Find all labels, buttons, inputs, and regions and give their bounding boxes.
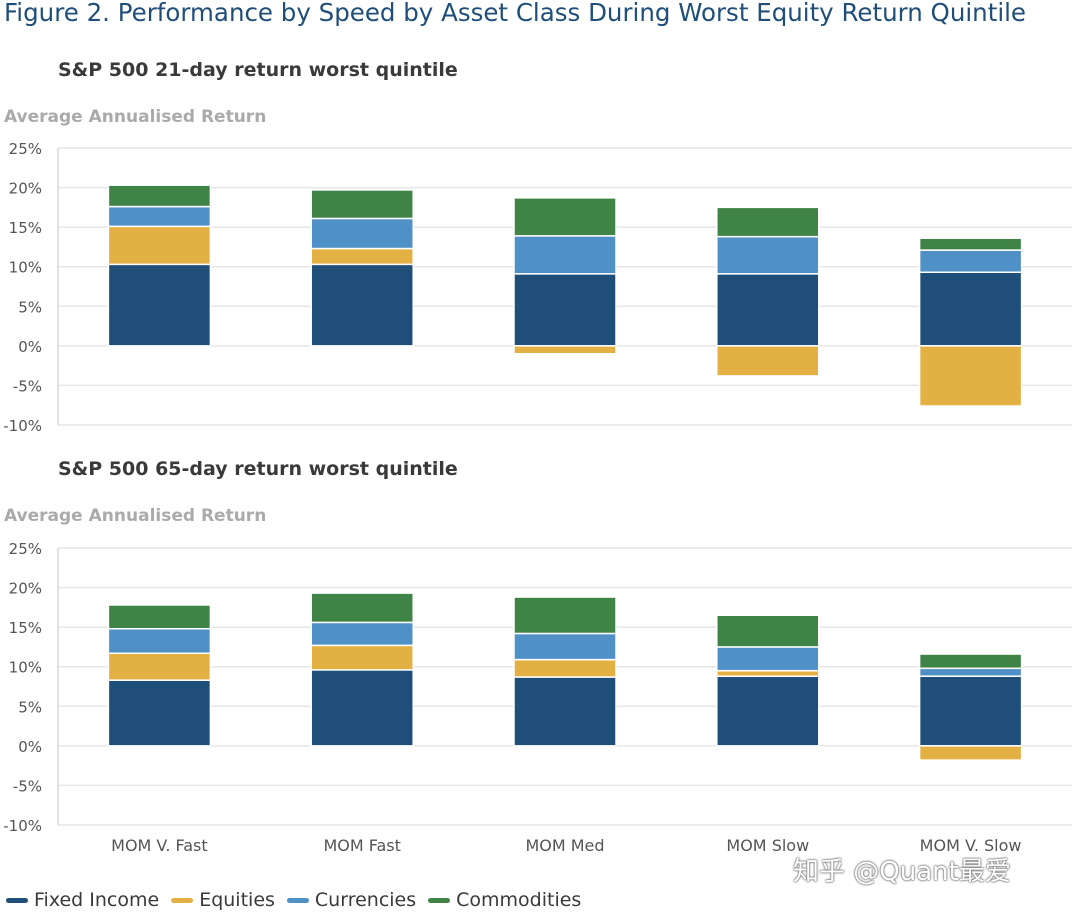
bar-equities-mom-v-slow: [918, 345, 1023, 407]
bar-commodities-mom-med: [513, 197, 617, 237]
bar-commodities-mom-v-slow: [918, 237, 1023, 251]
bar-currencies-mom-v-fast: [107, 205, 212, 228]
chart1-title: S&P 500 21-day return worst quintile: [58, 59, 458, 81]
y-tick-label: 20%: [9, 580, 42, 598]
x-tick-label: MOM V. Slow: [920, 836, 1022, 855]
bar-equities-mom-med: [513, 658, 617, 678]
figure-title: Figure 2. Performance by Speed by Asset …: [4, 0, 1027, 27]
bar-fixed-income-mom-v-slow: [918, 675, 1023, 747]
bar-currencies-mom-v-slow: [918, 249, 1023, 274]
watermark: 知乎 @Quant最爱: [793, 857, 1011, 887]
bar-equities-mom-fast: [310, 644, 414, 671]
bar-equities-mom-med: [513, 345, 617, 355]
bar-currencies-mom-v-fast: [107, 627, 212, 655]
y-tick-label: 25%: [9, 540, 42, 558]
y-tick-label: 0%: [18, 338, 42, 356]
y-tick-label: 5%: [18, 298, 42, 316]
y-tick-label: 20%: [9, 180, 42, 198]
bar-fixed-income-mom-v-fast: [107, 679, 212, 747]
y-tick-label: -5%: [13, 777, 42, 795]
y-tick-label: 25%: [9, 140, 42, 158]
bar-equities-mom-v-slow: [918, 745, 1023, 761]
bar-commodities-mom-slow: [716, 206, 820, 238]
legend: Fixed Income Equities Currencies Commodi…: [6, 886, 581, 914]
y-tick-label: 15%: [9, 619, 42, 637]
y-tick-label: -10%: [3, 417, 42, 435]
legend-label-currencies: Currencies: [314, 889, 417, 911]
bar-currencies-mom-v-slow: [918, 667, 1023, 677]
y-tick-label: 5%: [18, 698, 42, 716]
x-tick-label: MOM Fast: [323, 836, 400, 855]
y-tick-label: -5%: [13, 377, 42, 395]
legend-swatch-equities: [171, 897, 194, 903]
bar-fixed-income-mom-med: [513, 273, 617, 347]
x-tick-label: MOM Med: [525, 836, 604, 855]
bar-currencies-mom-slow: [716, 646, 820, 672]
y-tick-label: 0%: [18, 738, 42, 756]
bar-fixed-income-mom-med: [513, 676, 617, 747]
bar-currencies-mom-fast: [310, 621, 414, 647]
bar-commodities-mom-fast: [310, 189, 414, 220]
y-tick-label: 10%: [9, 259, 42, 277]
chart2-y-axis-label: Average Annualised Return: [4, 506, 267, 526]
bar-currencies-mom-slow: [716, 235, 820, 275]
legend-label-commodities: Commodities: [456, 889, 582, 911]
x-tick-label: MOM Slow: [726, 836, 809, 855]
legend-item-commodities: Commodities: [428, 889, 581, 911]
bar-commodities-mom-slow: [716, 614, 820, 648]
bar-fixed-income-mom-v-slow: [918, 271, 1023, 347]
bar-commodities-mom-v-slow: [918, 653, 1023, 670]
legend-item-equities: Equities: [171, 889, 275, 911]
bar-commodities-mom-v-fast: [107, 184, 212, 208]
bar-equities-mom-slow: [716, 669, 820, 677]
bar-currencies-mom-fast: [310, 217, 414, 250]
bar-currencies-mom-med: [513, 235, 617, 275]
chart2-plot: 25% 20% 15% 10% 5% 0% -5% -10% MOM V. Fast MOM Fa…: [3, 540, 1072, 855]
y-tick-label: -10%: [3, 817, 42, 835]
chart1-plot: 25% 20% 15% 10% 5% 0% -5% -10%: [3, 140, 1072, 435]
bar-fixed-income-mom-fast: [310, 669, 414, 747]
x-tick-label: MOM V. Fast: [111, 836, 208, 855]
y-tick-label: 15%: [9, 219, 42, 237]
legend-swatch-fixed-income: [6, 897, 28, 903]
y-tick-label: 10%: [9, 659, 42, 677]
legend-swatch-commodities: [428, 897, 451, 903]
chart2-title: S&P 500 65-day return worst quintile: [58, 458, 458, 480]
bar-currencies-mom-med: [513, 632, 617, 661]
bar-fixed-income-mom-slow: [716, 273, 820, 347]
bar-equities-mom-slow: [716, 345, 820, 377]
bar-equities-mom-v-fast: [107, 225, 212, 266]
bar-commodities-mom-v-fast: [107, 604, 212, 630]
legend-item-fixed-income: Fixed Income: [6, 889, 159, 911]
bar-equities-mom-fast: [310, 247, 414, 266]
legend-swatch-currencies: [286, 897, 309, 903]
legend-item-currencies: Currencies: [286, 889, 417, 911]
bar-fixed-income-mom-fast: [310, 263, 414, 347]
chart1-y-axis-label: Average Annualised Return: [4, 107, 267, 127]
bar-commodities-mom-fast: [310, 592, 414, 624]
bar-fixed-income-mom-v-fast: [107, 263, 212, 347]
bar-equities-mom-v-fast: [107, 652, 212, 681]
bar-commodities-mom-med: [513, 596, 617, 635]
bar-fixed-income-mom-slow: [716, 675, 820, 747]
legend-label-equities: Equities: [199, 889, 275, 911]
legend-label-fixed-income: Fixed Income: [34, 889, 160, 911]
